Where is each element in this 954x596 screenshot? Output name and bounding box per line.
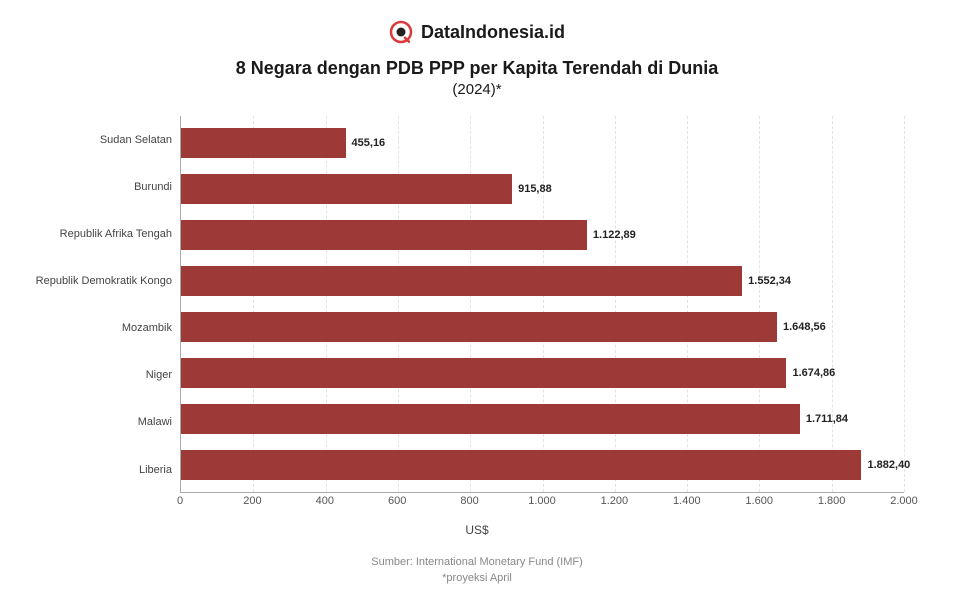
chart-subtitle: (2024)* bbox=[20, 81, 934, 98]
category-label: Republik Afrika Tengah bbox=[30, 213, 172, 255]
bar-row: 1.711,84 bbox=[181, 398, 904, 440]
x-tick-label: 200 bbox=[243, 495, 261, 507]
x-tick-label: 1.600 bbox=[745, 495, 773, 507]
bar: 455,16 bbox=[181, 128, 346, 158]
bar-row: 455,16 bbox=[181, 122, 904, 164]
bar: 1.552,34 bbox=[181, 266, 742, 296]
grid-line bbox=[904, 116, 905, 492]
category-label: Mozambik bbox=[30, 307, 172, 349]
bar-value-label: 1.648,56 bbox=[777, 321, 826, 333]
x-tick-label: 600 bbox=[388, 495, 406, 507]
bar-value-label: 455,16 bbox=[346, 137, 386, 149]
bar-row: 1.674,86 bbox=[181, 352, 904, 394]
chart-footer: Sumber: International Monetary Fund (IMF… bbox=[20, 555, 934, 586]
chart-area: Sudan Selatan Burundi Republik Afrika Teng… bbox=[20, 116, 934, 493]
bar-row: 1.122,89 bbox=[181, 214, 904, 256]
bar: 1.122,89 bbox=[181, 220, 587, 250]
bar-row: 1.648,56 bbox=[181, 306, 904, 348]
category-label: Liberia bbox=[30, 449, 172, 491]
x-axis-label: US$ bbox=[20, 523, 934, 537]
bar: 1.648,56 bbox=[181, 312, 777, 342]
plot-area: 455,16 915,88 1.122,89 1.552,34 1.648,56 1.67… bbox=[180, 116, 904, 493]
bar: 1.711,84 bbox=[181, 404, 800, 434]
x-tick-label: 1.000 bbox=[528, 495, 556, 507]
bar-row: 1.882,40 bbox=[181, 444, 904, 486]
bar-row: 1.552,34 bbox=[181, 260, 904, 302]
source-text: Sumber: International Monetary Fund (IMF… bbox=[20, 555, 934, 570]
chart-title: 8 Negara dengan PDB PPP per Kapita Teren… bbox=[20, 58, 934, 79]
bar: 1.674,86 bbox=[181, 358, 786, 388]
x-axis-ticks: 02004006008001.0001.2001.4001.6001.8002.… bbox=[180, 493, 904, 511]
brand-logo-icon bbox=[389, 20, 413, 44]
category-label: Sudan Selatan bbox=[30, 119, 172, 161]
category-label: Burundi bbox=[30, 166, 172, 208]
x-tick-label: 2.000 bbox=[890, 495, 918, 507]
y-axis-labels: Sudan Selatan Burundi Republik Afrika Teng… bbox=[30, 116, 180, 493]
chart-container: DataIndonesia.id 8 Negara dengan PDB PPP… bbox=[0, 0, 954, 596]
x-tick-label: 1.400 bbox=[673, 495, 701, 507]
bar-value-label: 1.674,86 bbox=[786, 367, 835, 379]
footnote-text: *proyeksi April bbox=[20, 571, 934, 586]
category-label: Republik Demokratik Kongo bbox=[30, 260, 172, 302]
category-label: Malawi bbox=[30, 401, 172, 443]
x-tick-label: 1.200 bbox=[601, 495, 629, 507]
bar-value-label: 1.122,89 bbox=[587, 229, 636, 241]
x-tick-label: 0 bbox=[177, 495, 183, 507]
bar-value-label: 1.882,40 bbox=[861, 459, 910, 471]
brand-header: DataIndonesia.id bbox=[20, 20, 934, 44]
bar-value-label: 1.711,84 bbox=[800, 413, 848, 425]
brand-name: DataIndonesia.id bbox=[421, 22, 565, 43]
x-tick-label: 400 bbox=[316, 495, 334, 507]
bar: 915,88 bbox=[181, 174, 512, 204]
category-label: Niger bbox=[30, 354, 172, 396]
bar-row: 915,88 bbox=[181, 168, 904, 210]
bar-value-label: 1.552,34 bbox=[742, 275, 791, 287]
x-tick-label: 800 bbox=[460, 495, 478, 507]
bar-value-label: 915,88 bbox=[512, 183, 552, 195]
x-tick-label: 1.800 bbox=[818, 495, 846, 507]
bar: 1.882,40 bbox=[181, 450, 861, 480]
